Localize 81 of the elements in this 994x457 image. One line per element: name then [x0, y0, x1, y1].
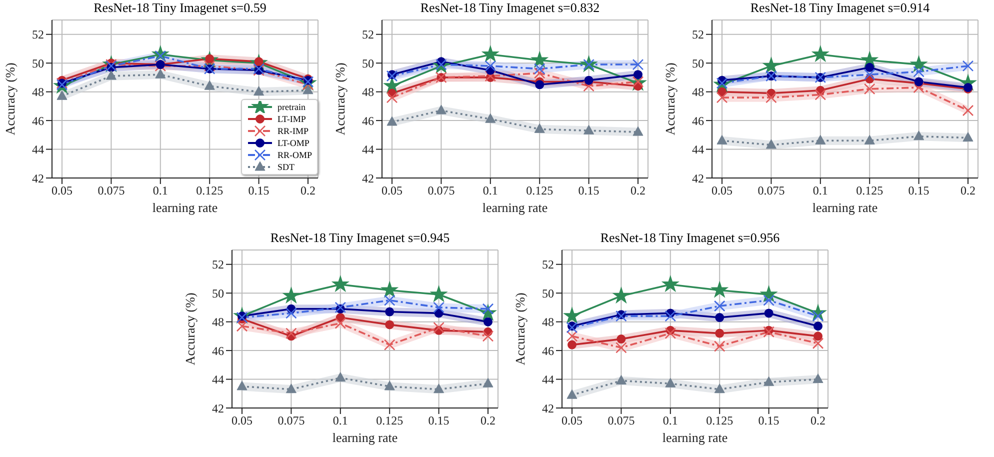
y-tick-label: 48	[692, 85, 704, 100]
chart-title: ResNet-18 Tiny Imagenet s=0.956	[599, 230, 781, 246]
x-tick-label: 0.15	[578, 184, 600, 198]
x-tick-label: 0.125	[706, 414, 734, 428]
y-tick-label: 44	[542, 372, 554, 387]
x-tick-label: 0.2	[810, 414, 826, 428]
y-tick-label: 48	[362, 85, 374, 100]
chart-title: ResNet-18 Tiny Imagenet s=0.59	[92, 0, 268, 16]
y-tick-label: 44	[692, 142, 704, 157]
y-axis-title: Accuracy (%)	[182, 292, 198, 366]
chart-title: ResNet-18 Tiny Imagenet s=0.914	[749, 0, 931, 16]
y-tick-label: 52	[542, 258, 554, 272]
x-tick-label: 0.075	[608, 414, 635, 428]
y-tick-label: 50	[362, 56, 374, 70]
x-tick-label: 0.2	[960, 184, 976, 198]
x-tick-label: 0.05	[712, 184, 732, 198]
legend-label: RR-OMP	[277, 150, 312, 160]
y-axis-title: Accuracy (%)	[332, 62, 348, 136]
y-tick-label: 44	[32, 142, 44, 157]
x-tick-label: 0.05	[562, 414, 582, 428]
y-tick-label: 48	[542, 315, 554, 330]
x-axis-title: learning rate	[812, 200, 878, 215]
x-tick-label: 0.125	[856, 184, 884, 198]
y-tick-label: 44	[362, 142, 374, 157]
y-tick-label: 46	[362, 114, 374, 128]
y-tick-label: 48	[212, 315, 224, 330]
x-tick-label: 0.2	[480, 414, 496, 428]
y-tick-label: 44	[212, 372, 224, 387]
y-tick-label: 42	[542, 401, 554, 416]
y-tick-label: 48	[32, 85, 44, 100]
y-tick-label: 50	[542, 286, 554, 300]
y-axis-title: Accuracy (%)	[512, 292, 528, 366]
x-tick-label: 0.1	[152, 184, 168, 198]
legend-label: LT-IMP	[277, 114, 306, 124]
y-tick-label: 52	[32, 28, 44, 42]
legend-label: LT-OMP	[277, 138, 310, 148]
y-tick-label: 46	[542, 344, 554, 358]
y-tick-label: 50	[32, 56, 44, 70]
x-tick-label: 0.125	[196, 184, 224, 198]
x-axis-title: learning rate	[152, 200, 218, 215]
x-axis-title: learning rate	[482, 200, 548, 215]
x-tick-label: 0.1	[662, 414, 678, 428]
y-tick-label: 50	[692, 56, 704, 70]
x-tick-label: 0.125	[376, 414, 404, 428]
x-tick-label: 0.125	[526, 184, 554, 198]
y-axis-title: Accuracy (%)	[662, 62, 678, 136]
legend-label: pretrain	[277, 102, 306, 112]
y-tick-label: 52	[212, 258, 224, 272]
legend-label: SDT	[277, 162, 294, 172]
y-tick-label: 50	[212, 286, 224, 300]
y-tick-label: 46	[692, 114, 704, 128]
y-tick-label: 42	[32, 171, 44, 186]
x-tick-label: 0.15	[428, 414, 450, 428]
x-axis-title: learning rate	[662, 430, 728, 445]
x-tick-label: 0.1	[482, 184, 498, 198]
y-tick-label: 52	[362, 28, 374, 42]
x-tick-label: 0.075	[758, 184, 785, 198]
x-tick-label: 0.075	[98, 184, 125, 198]
x-tick-label: 0.05	[382, 184, 402, 198]
chart-title: ResNet-18 Tiny Imagenet s=0.945	[269, 230, 451, 246]
x-tick-label: 0.075	[278, 414, 305, 428]
x-tick-label: 0.2	[630, 184, 646, 198]
x-tick-label: 0.15	[908, 184, 930, 198]
x-tick-label: 0.15	[758, 414, 780, 428]
x-tick-label: 0.2	[300, 184, 316, 198]
y-tick-label: 42	[692, 171, 704, 186]
y-tick-label: 46	[212, 344, 224, 358]
y-tick-label: 42	[362, 171, 374, 186]
chart-title: ResNet-18 Tiny Imagenet s=0.832	[419, 0, 601, 16]
x-tick-label: 0.1	[332, 414, 348, 428]
y-axis-title: Accuracy (%)	[2, 62, 18, 136]
x-tick-label: 0.1	[812, 184, 828, 198]
y-tick-label: 46	[32, 114, 44, 128]
y-tick-label: 42	[212, 401, 224, 416]
x-tick-label: 0.05	[52, 184, 72, 198]
x-tick-label: 0.05	[232, 414, 252, 428]
x-tick-label: 0.075	[428, 184, 455, 198]
legend-label: RR-IMP	[277, 126, 308, 136]
x-axis-title: learning rate	[332, 430, 398, 445]
x-tick-label: 0.15	[248, 184, 270, 198]
y-tick-label: 52	[692, 28, 704, 42]
